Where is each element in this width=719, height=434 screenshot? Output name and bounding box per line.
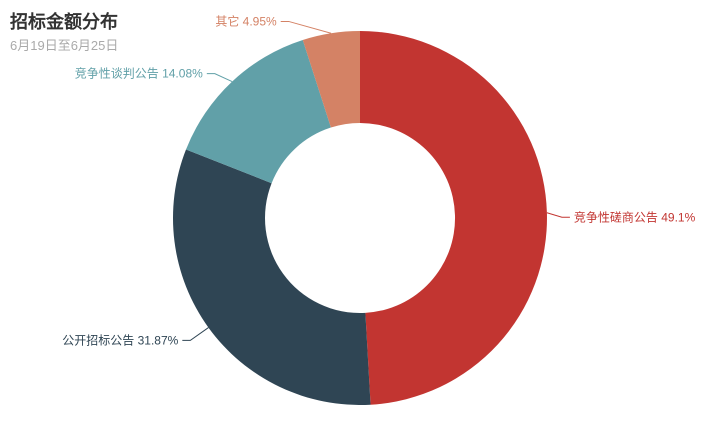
pie-slice-2[interactable] bbox=[186, 39, 331, 184]
pie-label-line-0 bbox=[546, 212, 570, 218]
pie-label-2: 竞争性谈判公告 14.08% bbox=[75, 67, 203, 81]
chart-title: 招标金额分布 bbox=[10, 12, 118, 32]
chart-header: 招标金额分布 6月19日至6月25日 bbox=[10, 10, 118, 54]
pie-slice-3[interactable] bbox=[302, 31, 360, 128]
pie-slice-0[interactable] bbox=[360, 31, 547, 405]
pie-slice-1[interactable] bbox=[172, 149, 371, 405]
pie-label-line-2 bbox=[206, 73, 233, 83]
pie-label-line-3 bbox=[280, 20, 332, 34]
pie-label-1: 公开招标公告 31.87% bbox=[62, 333, 178, 347]
pie-label-3: 其它 4.95% bbox=[215, 13, 277, 28]
chart-subtitle: 6月19日至6月25日 bbox=[10, 38, 119, 53]
pie-label-line-1 bbox=[182, 327, 209, 341]
pie-label-0: 竞争性磋商公告 49.1% bbox=[574, 209, 696, 224]
